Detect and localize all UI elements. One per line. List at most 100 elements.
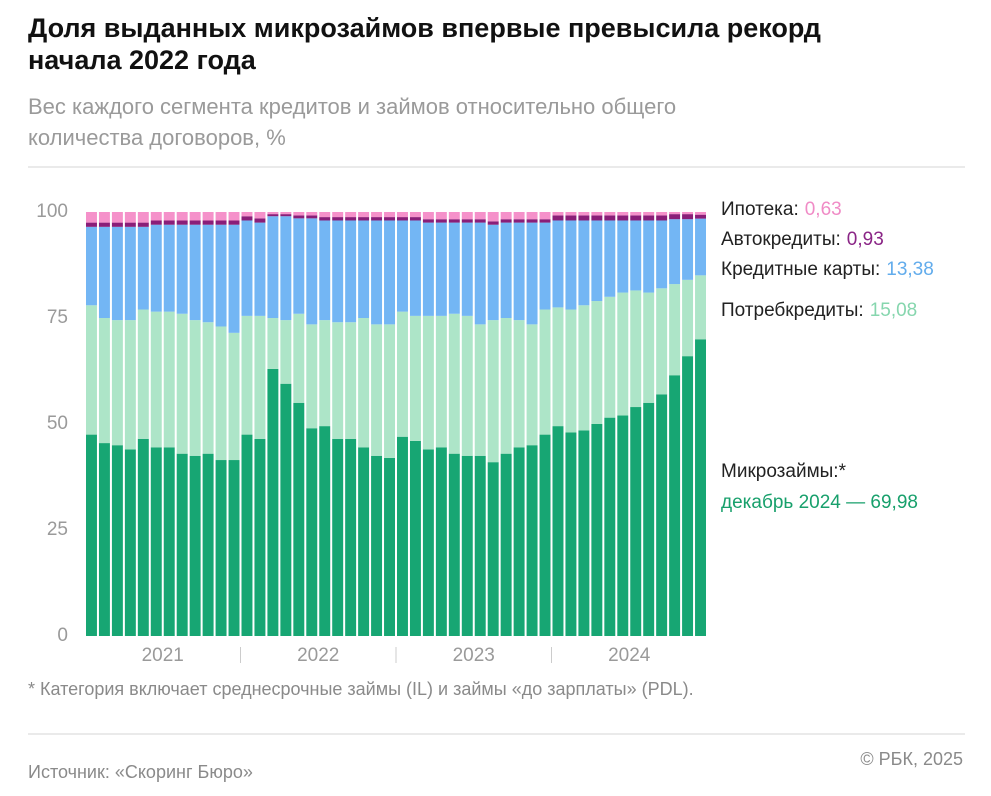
- bar-segment: [293, 402, 305, 636]
- bar-segment: [539, 434, 551, 636]
- bar-segment: [176, 220, 188, 225]
- bar-segment: [643, 292, 655, 403]
- bar-segment: [150, 220, 162, 225]
- bar-segment: [163, 224, 175, 312]
- legend-value: декабрь 2024 — 69,98: [721, 492, 918, 513]
- bar-segment: [604, 212, 616, 216]
- bar-segment: [409, 212, 421, 218]
- bar-segment: [215, 212, 227, 221]
- bar-segment: [565, 212, 577, 216]
- bar-segment: [176, 313, 188, 454]
- bar-segment: [669, 219, 681, 285]
- bar-segment: [293, 313, 305, 403]
- bar-segment: [163, 220, 175, 225]
- bar-segment: [578, 215, 590, 221]
- bar-segment: [124, 222, 136, 227]
- bar-segment: [397, 212, 408, 218]
- bar-segment: [280, 212, 292, 215]
- bar-segment: [643, 212, 655, 216]
- x-group-label: 2021: [142, 645, 184, 666]
- bar-segment: [98, 226, 110, 318]
- bar-segment: [202, 224, 214, 323]
- bar-segment: [319, 220, 331, 321]
- bar-segment: [461, 455, 473, 636]
- bar-segment: [552, 215, 564, 221]
- bar-segment: [215, 224, 227, 327]
- bar-segment: [409, 220, 421, 316]
- bar-segment: [682, 279, 694, 357]
- bar-segment: [617, 212, 629, 216]
- bar-segment: [241, 315, 253, 435]
- bar-segment: [280, 216, 292, 321]
- bar-segment: [176, 212, 188, 221]
- copyright: © РБК, 2025: [860, 749, 963, 769]
- bar-segment: [358, 217, 370, 221]
- bar-segment: [189, 224, 201, 321]
- bar-segment: [435, 219, 447, 223]
- chart-subtitle: количества договоров, %: [28, 125, 286, 150]
- y-tick-label: 50: [47, 413, 68, 434]
- bar-segment: [539, 309, 551, 435]
- bar-segment: [591, 220, 603, 302]
- bar-segment: [552, 212, 564, 216]
- bar-segment: [384, 220, 395, 325]
- bar-segment: [111, 445, 123, 636]
- bar-segment: [98, 222, 110, 227]
- bar-segment: [656, 215, 668, 221]
- bar-segment: [448, 212, 460, 220]
- bar-segment: [591, 301, 603, 424]
- bar-segment: [565, 432, 577, 636]
- legend-value: 15,08: [870, 300, 918, 321]
- bar-segment: [111, 320, 123, 446]
- bar-segment: [358, 447, 370, 636]
- bar-segment: [98, 318, 110, 444]
- bar-segment: [630, 220, 642, 291]
- bar-segment: [422, 212, 434, 220]
- bar-segment: [241, 220, 253, 316]
- bar-segment: [137, 226, 149, 310]
- bar-segment: [124, 449, 136, 636]
- chart-title: Доля выданных микрозаймов впервые превыс…: [28, 13, 821, 43]
- bar-segment: [163, 311, 175, 448]
- bar-segment: [254, 218, 266, 223]
- bar-segment: [474, 219, 486, 223]
- bar-segment: [474, 212, 486, 220]
- bar-segment: [345, 322, 357, 439]
- bar-segment: [384, 457, 395, 636]
- bar-segment: [578, 220, 590, 306]
- bar-segment: [695, 339, 706, 636]
- bar-segment: [500, 453, 512, 636]
- bar-segment: [435, 447, 447, 636]
- bar-segment: [669, 375, 681, 636]
- bar-segment: [371, 212, 383, 218]
- bar-segment: [241, 212, 253, 217]
- bar-segment: [306, 212, 318, 216]
- bar-segment: [435, 212, 447, 220]
- bar-segment: [384, 212, 395, 218]
- bar-segment: [397, 311, 408, 437]
- bar-segment: [189, 320, 201, 456]
- bar-segment: [682, 219, 694, 280]
- bar-segment: [409, 217, 421, 221]
- bar-segment: [345, 212, 357, 218]
- bar-segment: [526, 445, 538, 636]
- bar-segment: [345, 438, 357, 636]
- bar-segment: [228, 212, 240, 221]
- chart-subtitle: Вес каждого сегмента кредитов и займов о…: [28, 94, 676, 119]
- bar-segment: [332, 212, 344, 218]
- bar-segment: [86, 222, 97, 227]
- bar-segment: [487, 212, 499, 222]
- bar-segment: [552, 426, 564, 636]
- bar-segment: [526, 222, 538, 325]
- bar-segment: [293, 212, 305, 216]
- bar-segment: [332, 220, 344, 323]
- bar-segment: [656, 394, 668, 636]
- bar-segment: [267, 318, 279, 369]
- bar-segment: [591, 212, 603, 216]
- bar-segment: [111, 212, 123, 223]
- bar-segment: [500, 318, 512, 454]
- bar-segment: [202, 220, 214, 225]
- bar-segment: [461, 222, 473, 316]
- bar-segment: [604, 296, 616, 418]
- bar-segment: [578, 305, 590, 431]
